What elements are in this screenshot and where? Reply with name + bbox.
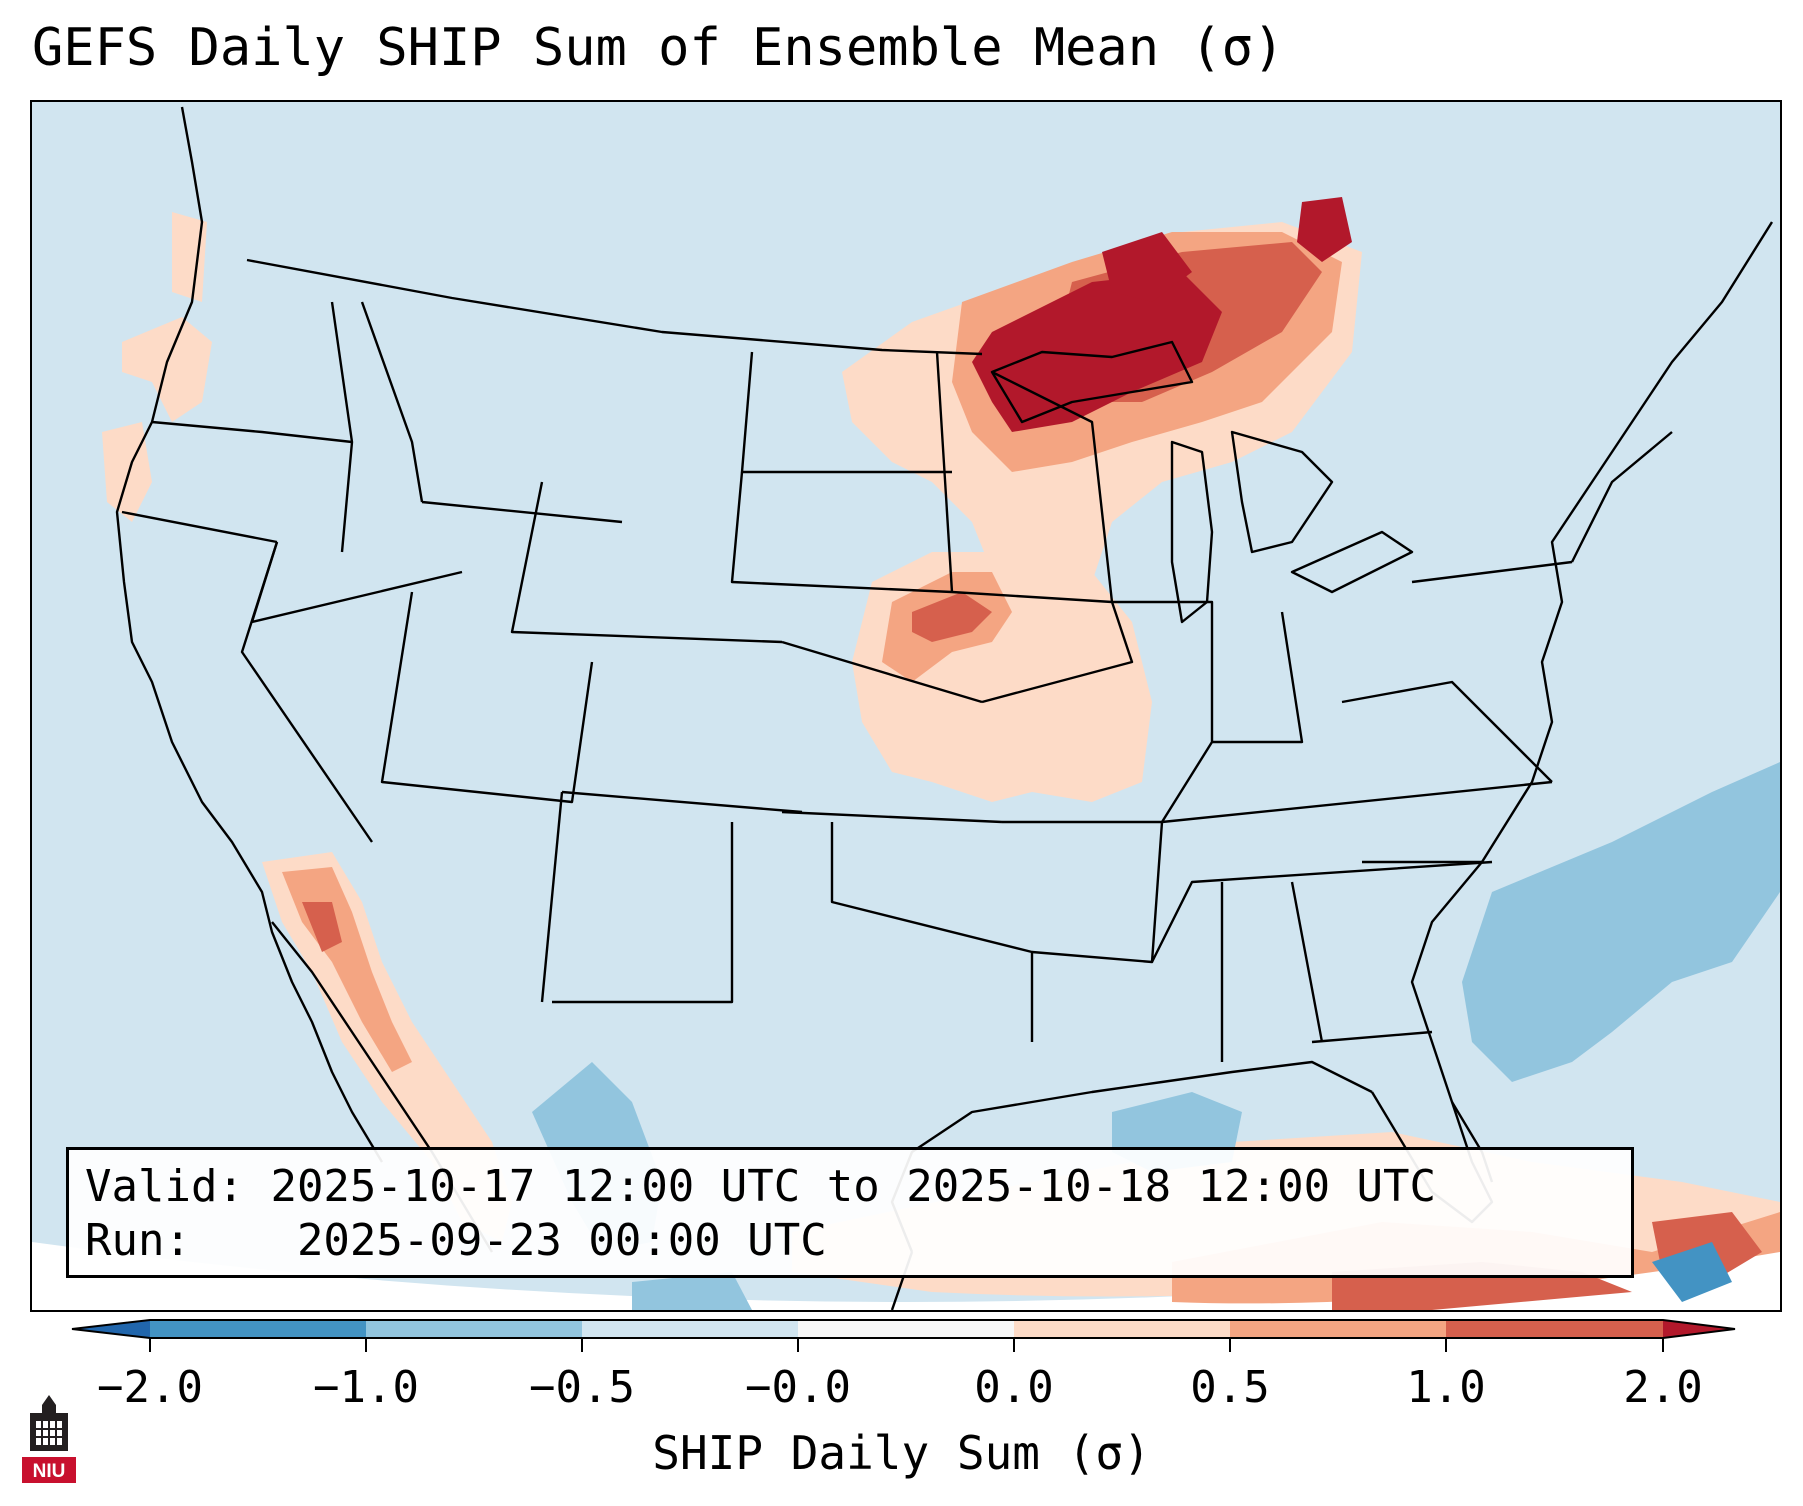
colorbar-tick-label: 0.0 (974, 1362, 1054, 1413)
colorbar-tick-label: −0.0 (745, 1362, 851, 1413)
border-wa-or (151, 420, 353, 444)
colorbar-segment (1014, 1320, 1230, 1338)
border-mt-wy (421, 500, 623, 524)
svg-text:NIU: NIU (33, 1461, 66, 1482)
lake-huron (1230, 430, 1334, 554)
valid-value: 2025-10-17 12:00 UTC to 2025-10-18 12:00… (270, 1161, 1437, 1212)
colorbar-tick-label: −2.0 (97, 1362, 203, 1413)
border-al-ga (1290, 881, 1324, 1043)
border-ks-ok (781, 810, 1003, 824)
border-id-mt (360, 301, 424, 503)
colorbar (71, 1319, 1736, 1352)
lake-erie (1290, 530, 1414, 594)
border-id-west (330, 301, 354, 553)
atlantic-coastline (1410, 221, 1774, 1183)
border-pa-ny (1411, 560, 1573, 584)
border-mn-west (935, 351, 954, 593)
run-value: 2025-09-23 00:00 UTC (296, 1215, 827, 1266)
border-il-in (1112, 600, 1214, 823)
border-az-nm (540, 791, 564, 1003)
border-co-nm (561, 790, 803, 814)
lake-superior (990, 340, 1194, 424)
colorbar-segment (1230, 1320, 1446, 1338)
border-tn-south (1150, 860, 1493, 963)
border-ca-nv (240, 541, 373, 843)
border-ky-tn (1161, 780, 1553, 824)
map-canvas (32, 102, 1780, 1310)
anomaly-wa-coast (172, 212, 207, 302)
border-mn-wi (991, 370, 1114, 603)
map-panel (30, 100, 1782, 1312)
border-ne-states (1570, 431, 1673, 563)
anomaly-bahamas-blue (1652, 1242, 1732, 1302)
border-ia-mo (951, 590, 1134, 704)
colorbar-label: SHIP Daily Sum (σ) (652, 1426, 1151, 1480)
colorbar-tick-label: −1.0 (313, 1362, 419, 1413)
anomaly-iowa-red (912, 592, 992, 642)
border-va-wv (1341, 680, 1553, 783)
border-sd-ne (730, 471, 953, 594)
anomaly-yucatan-blue (632, 1272, 752, 1310)
anomaly-quebec-red (1297, 197, 1352, 262)
colorbar-arrow-min (72, 1320, 150, 1338)
pacific-coastline (115, 106, 384, 1163)
anomaly-minnesota-darkred (1102, 232, 1192, 302)
border-wy-co (510, 481, 783, 644)
anomaly-socal-red (302, 902, 342, 952)
colorbar-segment (150, 1320, 366, 1338)
border-nm-tx (552, 822, 734, 1004)
border-ga-fl (1311, 1030, 1433, 1044)
colorbar-arrow-max (1663, 1320, 1735, 1338)
border-ok-tx (830, 822, 1034, 1042)
border-ut-az (380, 591, 594, 804)
anomaly-pnw-coast (122, 317, 212, 422)
run-label: Run: (85, 1215, 191, 1266)
colorbar-segment (366, 1320, 582, 1338)
anomaly-atlantic-blue (1462, 762, 1780, 1082)
border-or-ca (121, 510, 278, 544)
chart-title: GEFS Daily SHIP Sum of Ensemble Mean (σ) (32, 18, 1285, 78)
valid-label: Valid: (85, 1161, 244, 1212)
valid-run-info-box: Valid: 2025-10-17 12:00 UTC to 2025-10-1… (66, 1147, 1634, 1278)
colorbar-tick-label: 0.5 (1190, 1362, 1270, 1413)
colorbar-tick-label: 1.0 (1406, 1362, 1486, 1413)
colorbar-tick-label: −0.5 (529, 1362, 635, 1413)
colorbar-segment (582, 1320, 798, 1338)
border-ne-ks (781, 640, 983, 704)
colorbar-segment (798, 1320, 1014, 1338)
border-oh (1212, 611, 1304, 744)
canada-border (246, 258, 983, 356)
niu-logo: NIU (22, 1395, 76, 1483)
colorbar-tick-label: 2.0 (1623, 1362, 1703, 1413)
colorbar-segment (1446, 1320, 1663, 1338)
